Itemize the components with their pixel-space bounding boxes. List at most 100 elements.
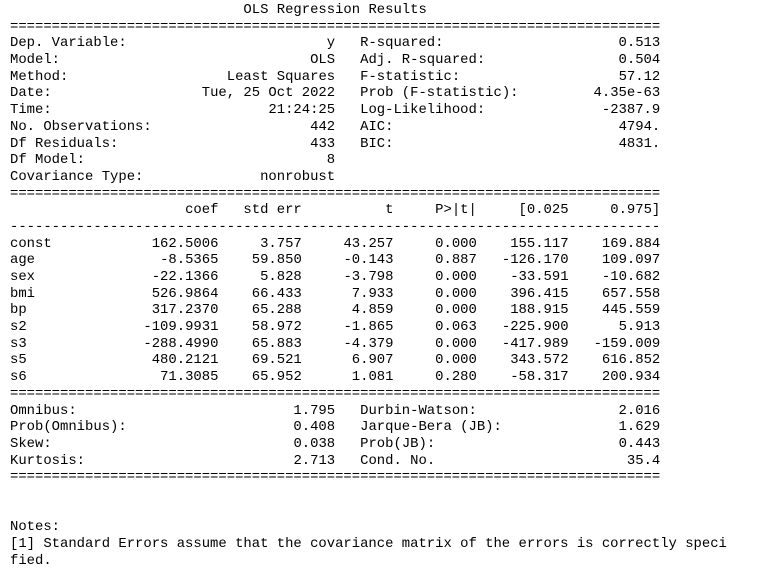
row-label: sex bbox=[10, 269, 36, 285]
table-cell: 155.117 bbox=[510, 235, 569, 252]
table-cell: 59.850 bbox=[251, 252, 302, 269]
notes-heading: Notes: bbox=[10, 519, 61, 536]
summary-label: Date: bbox=[10, 85, 52, 102]
table-cell: -126.170 bbox=[501, 252, 569, 269]
summary-value: 442 bbox=[310, 118, 336, 135]
row-label: bp bbox=[10, 302, 27, 319]
table-cell: 0.280 bbox=[435, 369, 477, 386]
summary-label: F-statistic: bbox=[360, 68, 461, 85]
diagnostic-label: Prob(Omnibus): bbox=[10, 419, 127, 436]
column-header: 0.975] bbox=[610, 202, 661, 219]
diagnostic-label: Kurtosis: bbox=[10, 452, 86, 469]
table-cell: 0.000 bbox=[435, 269, 477, 285]
table-cell: -4.379 bbox=[343, 335, 394, 352]
summary-label: R-squared: bbox=[360, 35, 444, 52]
table-cell: 162.5006 bbox=[151, 235, 219, 252]
summary-label: Dep. Variable: bbox=[10, 35, 127, 52]
diagnostic-label: Skew: bbox=[10, 435, 52, 452]
summary-row: Date: Tue, 25 Oct 2022 Prob (F-statistic… bbox=[10, 85, 727, 102]
summary-value: 57.12 bbox=[618, 68, 661, 85]
summary-value: nonrobust bbox=[260, 168, 336, 185]
diagnostic-label: Omnibus: bbox=[10, 402, 77, 419]
summary-value: Tue, 25 Oct 2022 bbox=[201, 85, 336, 102]
table-cell: 5.828 bbox=[260, 269, 302, 285]
summary-label: Adj. R-squared: bbox=[360, 52, 486, 69]
diagnostic-row: Kurtosis: 2.713 Cond. No. 35.4 bbox=[10, 453, 727, 470]
table-cell: -10.682 bbox=[601, 269, 661, 285]
table-cell: 0.887 bbox=[435, 252, 477, 269]
diagnostic-row: Prob(Omnibus): 0.408 Jarque-Bera (JB): 1… bbox=[10, 419, 727, 436]
double-rule: ========================================… bbox=[10, 385, 661, 402]
table-cell: 3.757 bbox=[260, 235, 302, 252]
table-cell: 526.9864 bbox=[151, 285, 219, 302]
summary-label: Df Residuals: bbox=[10, 135, 119, 152]
column-header: [0.025 bbox=[518, 202, 569, 219]
summary-value: 8 bbox=[326, 152, 336, 169]
table-cell: 65.883 bbox=[251, 335, 302, 352]
table-cell: 5.913 bbox=[618, 319, 661, 336]
column-header: P>|t| bbox=[435, 202, 477, 219]
table-row: bp 317.2370 65.288 4.859 0.000 188.915 4… bbox=[10, 302, 727, 319]
table-cell: 0.063 bbox=[435, 319, 477, 336]
table-cell: -109.9931 bbox=[143, 319, 219, 336]
summary-label: BIC: bbox=[360, 135, 394, 152]
table-cell: 1.081 bbox=[351, 369, 394, 386]
table-row: s2 -109.9931 58.972 -1.865 0.063 -225.90… bbox=[10, 319, 727, 336]
double-rule: ========================================… bbox=[10, 18, 661, 35]
table-cell: 200.934 bbox=[601, 369, 661, 386]
double-rule: ========================================… bbox=[10, 185, 661, 202]
table-cell: 58.972 bbox=[251, 319, 302, 336]
summary-label: No. Observations: bbox=[10, 118, 152, 135]
row-label: age bbox=[10, 252, 36, 269]
table-cell: 0.000 bbox=[435, 352, 477, 369]
diagnostic-label: Prob(JB): bbox=[360, 435, 436, 452]
table-cell: 616.852 bbox=[601, 352, 661, 369]
table-header: coef std err t P>|t| [0.025 0.975] bbox=[10, 202, 727, 219]
table-cell: -58.317 bbox=[510, 369, 569, 386]
table-row: sex -22.1366 5.828 -3.798 0.000 -33.591 … bbox=[10, 269, 727, 286]
summary-value: 433 bbox=[310, 135, 336, 152]
table-row: const 162.5006 3.757 43.257 0.000 155.11… bbox=[10, 236, 727, 253]
table-cell: 445.559 bbox=[601, 302, 661, 319]
table-cell: 6.907 bbox=[351, 352, 394, 369]
diagnostic-label: Cond. No. bbox=[360, 452, 436, 469]
single-rule: ----------------------------------------… bbox=[10, 218, 661, 235]
table-cell: 71.3085 bbox=[160, 369, 219, 386]
column-header: coef bbox=[185, 202, 219, 219]
table-cell: 480.2121 bbox=[151, 352, 219, 369]
table-cell: -8.5365 bbox=[160, 252, 219, 269]
table-cell: -22.1366 bbox=[151, 269, 219, 285]
notes-line: [1] Standard Errors assume that the cova… bbox=[10, 536, 727, 553]
table-cell: 317.2370 bbox=[151, 302, 219, 319]
summary-value: -2387.9 bbox=[601, 102, 661, 119]
notes-text: fied. bbox=[10, 552, 52, 569]
table-cell: 69.521 bbox=[251, 352, 302, 369]
diagnostic-label: Durbin-Watson: bbox=[360, 402, 477, 419]
table-cell: 343.572 bbox=[510, 352, 569, 369]
table-row: s5 480.2121 69.521 6.907 0.000 343.572 6… bbox=[10, 352, 727, 369]
table-cell: 169.884 bbox=[601, 235, 661, 252]
table-cell: 65.288 bbox=[251, 302, 302, 319]
summary-row: Df Residuals: 433 BIC: 4831. bbox=[10, 136, 727, 153]
diagnostic-value: 0.038 bbox=[293, 435, 336, 452]
diagnostic-value: 1.795 bbox=[293, 402, 336, 419]
summary-value: OLS bbox=[310, 52, 336, 69]
table-cell: -1.865 bbox=[343, 319, 394, 336]
summary-value: 4831. bbox=[618, 135, 661, 152]
summary-row: Method: Least Squares F-statistic: 57.12 bbox=[10, 69, 727, 86]
title-line: OLS Regression Results bbox=[10, 2, 727, 19]
summary-value: y bbox=[326, 35, 336, 52]
diagnostic-value: 2.713 bbox=[293, 452, 336, 469]
table-cell: 0.000 bbox=[435, 235, 477, 252]
summary-value: 0.513 bbox=[618, 35, 661, 52]
summary-row: Dep. Variable: y R-squared: 0.513 bbox=[10, 35, 727, 52]
notes-heading-line: Notes: bbox=[10, 519, 727, 536]
table-cell: 657.558 bbox=[601, 285, 661, 302]
summary-value: 0.504 bbox=[618, 52, 661, 69]
table-row: age -8.5365 59.850 -0.143 0.887 -126.170… bbox=[10, 252, 727, 269]
row-label: bmi bbox=[10, 285, 36, 302]
row-label: s3 bbox=[10, 335, 27, 352]
summary-value: 4.35e-63 bbox=[593, 85, 661, 102]
diagnostic-value: 35.4 bbox=[626, 452, 661, 469]
diagnostic-value: 1.629 bbox=[618, 419, 661, 436]
